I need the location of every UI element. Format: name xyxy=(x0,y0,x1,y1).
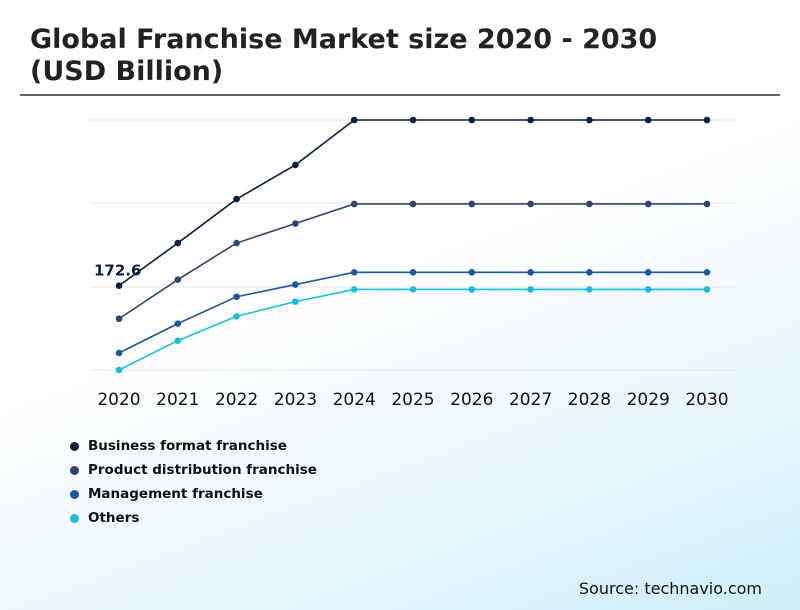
title-divider xyxy=(20,94,780,96)
data-point-s1-6 xyxy=(468,200,476,208)
data-point-s0-6 xyxy=(468,116,476,124)
data-point-s2-0 xyxy=(115,349,123,357)
x-tick-label-9: 2029 xyxy=(627,390,670,410)
data-point-s1-1 xyxy=(174,276,182,283)
x-tick-label-0: 2020 xyxy=(97,390,140,410)
data-point-s3-10 xyxy=(703,286,711,293)
data-point-s3-5 xyxy=(409,286,417,293)
data-point-s1-5 xyxy=(409,200,417,208)
data-point-s2-8 xyxy=(586,269,593,276)
legend-label-2: Management franchise xyxy=(88,486,263,502)
data-point-s3-8 xyxy=(586,286,593,293)
data-label-0: 172.6 xyxy=(94,262,141,280)
legend-item-3: Others xyxy=(70,506,317,530)
data-point-s0-4 xyxy=(350,116,358,124)
data-point-s2-7 xyxy=(527,269,534,276)
data-point-s1-3 xyxy=(292,220,299,227)
legend-item-2: Management franchise xyxy=(70,482,317,506)
x-tick-label-6: 2026 xyxy=(450,390,493,410)
x-tick-label-5: 2025 xyxy=(391,390,434,410)
data-point-s0-7 xyxy=(527,116,534,124)
legend-label-1: Product distribution franchise xyxy=(88,462,317,478)
data-point-s3-9 xyxy=(644,286,652,293)
data-point-s0-0 xyxy=(115,282,123,290)
data-point-s1-4 xyxy=(350,200,358,208)
data-point-s3-4 xyxy=(350,286,358,293)
legend-item-0: Business format franchise xyxy=(70,434,317,458)
data-point-s3-7 xyxy=(527,286,534,293)
data-point-s2-6 xyxy=(468,269,476,276)
data-point-s1-9 xyxy=(644,200,652,208)
title-line-2: (USD Billion) xyxy=(30,56,224,87)
source-note: Source: technavio.com xyxy=(578,579,762,598)
data-point-s2-10 xyxy=(703,269,711,276)
x-tick-label-2: 2022 xyxy=(215,390,258,410)
legend-label-0: Business format franchise xyxy=(88,438,287,454)
data-point-s1-0 xyxy=(115,315,123,323)
data-point-s1-8 xyxy=(586,200,593,208)
data-point-s0-3 xyxy=(292,161,299,169)
data-point-s2-4 xyxy=(350,269,358,276)
title-line-1: Global Franchise Market size 2020 - 2030 xyxy=(30,24,658,55)
x-tick-label-10: 2030 xyxy=(685,390,728,410)
legend-marker-0 xyxy=(70,441,79,451)
data-point-s2-9 xyxy=(644,269,652,276)
chart-title: Global Franchise Market size 2020 - 2030… xyxy=(30,24,770,88)
x-tick-label-7: 2027 xyxy=(509,390,552,410)
legend-marker-1 xyxy=(70,465,79,475)
data-point-s3-3 xyxy=(292,298,299,305)
data-point-s1-10 xyxy=(703,200,711,208)
legend-marker-3 xyxy=(70,513,79,523)
data-point-s2-5 xyxy=(409,269,417,276)
data-point-s0-2 xyxy=(233,195,240,203)
data-point-s3-6 xyxy=(468,286,476,293)
data-point-s2-3 xyxy=(292,281,299,288)
chart-legend: Business format franchise Product distrib… xyxy=(70,434,317,530)
data-point-s0-9 xyxy=(644,116,652,124)
legend-marker-2 xyxy=(70,489,79,499)
data-point-s1-7 xyxy=(527,200,534,208)
x-tick-label-4: 2024 xyxy=(333,390,376,410)
legend-label-3: Others xyxy=(88,510,140,526)
data-point-s3-0 xyxy=(115,366,123,374)
data-point-s3-1 xyxy=(174,337,182,345)
legend-item-1: Product distribution franchise xyxy=(70,458,317,482)
series-line-3 xyxy=(118,288,707,371)
data-point-s0-1 xyxy=(174,239,182,247)
data-point-s2-1 xyxy=(174,320,182,327)
x-tick-label-8: 2028 xyxy=(568,390,611,410)
data-point-s0-5 xyxy=(409,116,417,124)
x-tick-label-1: 2021 xyxy=(156,390,199,410)
data-point-s3-2 xyxy=(233,312,240,320)
series-line-2 xyxy=(118,271,707,354)
x-tick-label-3: 2023 xyxy=(274,390,317,410)
data-point-s2-2 xyxy=(233,293,240,301)
data-point-s0-8 xyxy=(586,116,593,124)
line-chart: 2020 2021 2022 2023 2024 2025 2026 2027 2028 2029… xyxy=(90,116,736,410)
data-point-s1-2 xyxy=(233,239,240,247)
data-point-s0-10 xyxy=(703,116,711,124)
